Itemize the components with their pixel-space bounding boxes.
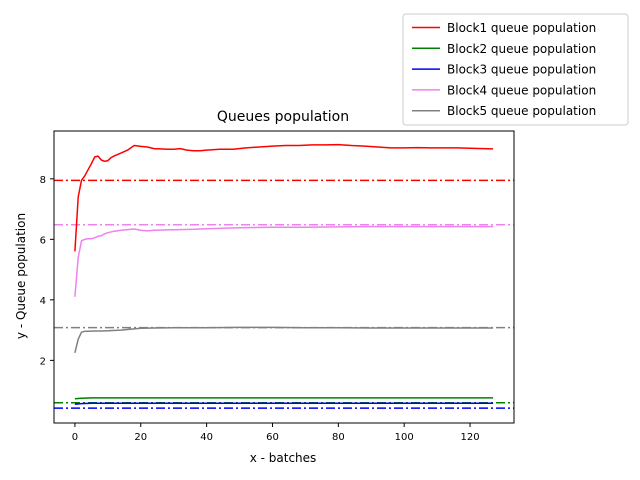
y-tick-label: 6	[40, 235, 46, 246]
x-tick-label: 80	[332, 432, 345, 443]
x-tick-label: 40	[200, 432, 213, 443]
x-tick-label: 100	[395, 432, 414, 443]
x-tick-label: 0	[72, 432, 78, 443]
legend-box	[402, 13, 629, 126]
legend-label-4: Block4 queue population	[447, 83, 596, 97]
x-tick-label: 120	[460, 432, 479, 443]
y-tick-label: 4	[40, 296, 46, 307]
x-tick-label: 60	[266, 432, 279, 443]
series-line-4	[74, 225, 494, 297]
plot-frame	[53, 130, 515, 424]
y-axis-label: y - Queue population	[14, 213, 28, 339]
y-tick-label: 2	[40, 356, 46, 367]
legend-label-3: Block3 queue population	[447, 63, 596, 77]
legend-label-5: Block5 queue population	[447, 104, 596, 118]
x-axis-label: x - batches	[250, 451, 317, 465]
series-line-1	[74, 143, 494, 252]
legend-label-1: Block1 queue population	[447, 21, 596, 35]
y-tick-label: 8	[40, 175, 46, 186]
legend: Block1 queue population Block2 queue popu…	[402, 13, 629, 126]
x-tick-label: 20	[134, 432, 147, 443]
series-line-3	[74, 402, 494, 405]
legend-label-2: Block2 queue population	[447, 42, 596, 56]
series-line-2	[74, 397, 494, 400]
chart-title: Queues population	[217, 109, 349, 125]
series-line-5	[74, 326, 494, 353]
